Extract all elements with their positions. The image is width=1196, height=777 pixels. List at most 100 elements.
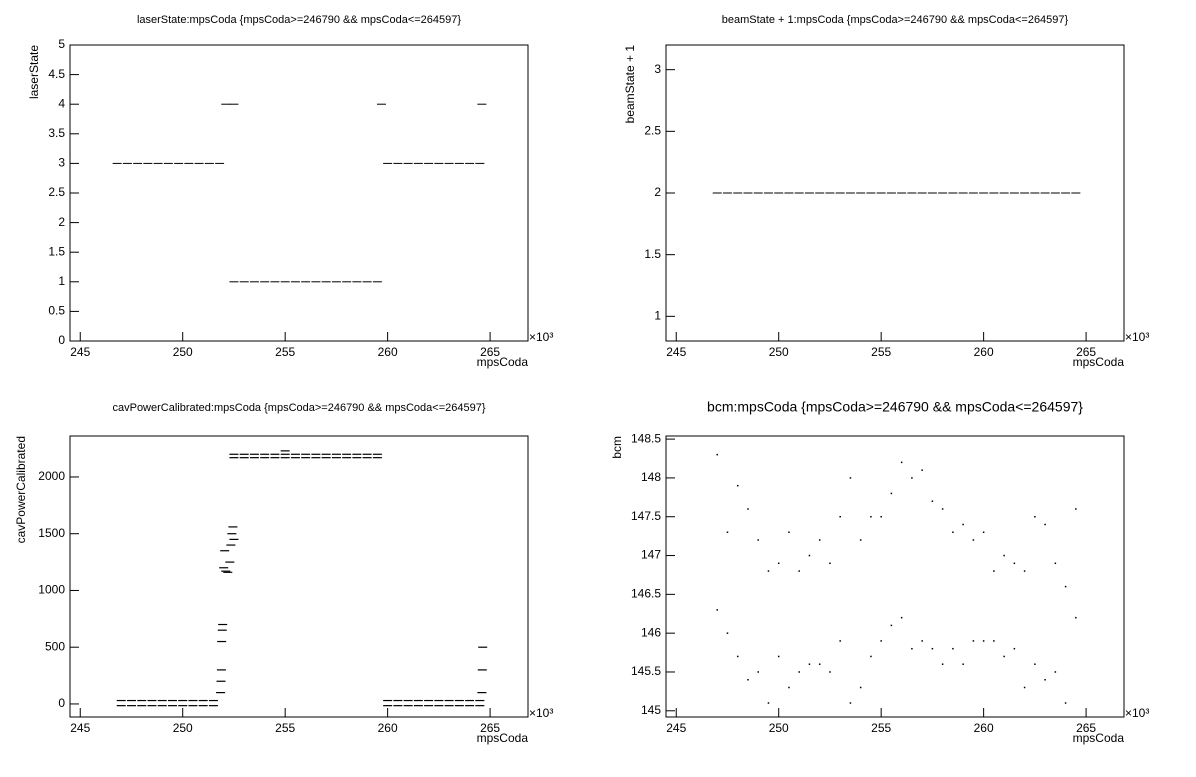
point — [726, 531, 729, 534]
point — [260, 457, 270, 459]
point — [362, 453, 372, 455]
point — [1030, 192, 1040, 194]
point — [454, 699, 464, 702]
y-tick-label: 1 — [58, 274, 65, 288]
point — [900, 616, 903, 619]
point — [112, 162, 122, 164]
point — [962, 663, 964, 665]
point — [829, 671, 831, 673]
point — [215, 162, 225, 164]
point — [311, 457, 321, 459]
point — [726, 632, 729, 634]
point — [194, 162, 204, 164]
point — [229, 103, 239, 105]
point — [413, 162, 423, 164]
point — [767, 570, 770, 572]
point — [948, 192, 958, 194]
point — [239, 453, 249, 455]
point — [290, 457, 300, 459]
point — [270, 281, 280, 283]
point — [733, 192, 743, 194]
point — [342, 453, 352, 455]
point — [362, 281, 372, 283]
point — [163, 162, 173, 164]
point — [188, 705, 198, 707]
x-tick-label: 265 — [480, 721, 500, 735]
y-tick-label: 3 — [58, 156, 65, 170]
point — [911, 477, 913, 479]
x-scale-label: ×10³ — [529, 706, 553, 720]
point — [993, 570, 995, 572]
point — [757, 539, 759, 541]
point — [921, 469, 923, 471]
point — [198, 699, 208, 702]
y-tick-label: 0 — [58, 696, 65, 710]
point — [900, 461, 903, 464]
point — [239, 457, 249, 459]
point — [1023, 686, 1026, 689]
point — [216, 691, 226, 694]
point — [270, 453, 280, 455]
point — [722, 192, 732, 194]
point — [788, 531, 790, 534]
point — [157, 705, 167, 707]
point — [849, 702, 852, 704]
point — [116, 699, 126, 702]
x-tick-label: 250 — [173, 345, 193, 359]
point — [743, 192, 753, 194]
point — [280, 281, 290, 283]
point — [122, 162, 132, 164]
point — [897, 192, 907, 194]
point — [968, 192, 978, 194]
point — [403, 162, 413, 164]
point — [217, 629, 227, 631]
point — [880, 515, 882, 518]
y-tick-label: 1500 — [38, 526, 65, 540]
x-tick-label: 255 — [275, 345, 295, 359]
point — [178, 699, 188, 702]
point — [229, 538, 239, 540]
point — [174, 162, 184, 164]
point — [229, 281, 239, 283]
point — [227, 533, 237, 535]
point — [876, 192, 886, 194]
point — [1003, 655, 1005, 658]
point — [477, 691, 487, 694]
point — [753, 192, 763, 194]
point — [952, 531, 954, 534]
y-tick-label: 2 — [58, 215, 65, 229]
y-tick-label: 0 — [58, 333, 65, 347]
point — [362, 457, 372, 459]
point — [434, 705, 444, 707]
point — [249, 453, 259, 455]
point — [260, 281, 270, 283]
point — [383, 162, 393, 164]
point — [342, 457, 352, 459]
y-tick-label: 147 — [641, 548, 661, 562]
point — [931, 500, 934, 502]
point — [372, 457, 382, 459]
point — [917, 192, 927, 194]
y-tick-label: 146 — [641, 625, 661, 639]
point — [478, 646, 488, 648]
point — [331, 281, 341, 283]
point — [372, 281, 382, 283]
plot-frame — [665, 435, 1125, 718]
x-tick-label: 250 — [173, 721, 193, 735]
point — [393, 705, 403, 707]
point — [849, 477, 852, 479]
y-tick-label: 145 — [641, 703, 661, 717]
point — [157, 699, 167, 702]
point — [825, 192, 835, 194]
point — [870, 655, 872, 658]
x-tick-label: 260 — [974, 345, 994, 359]
point — [989, 192, 999, 194]
x-scale-label: ×10³ — [529, 330, 553, 344]
point — [143, 162, 153, 164]
point — [434, 699, 444, 702]
point — [208, 705, 218, 707]
x-tick-label: 245 — [666, 721, 686, 735]
point — [301, 457, 311, 459]
point — [167, 705, 177, 707]
point — [321, 281, 331, 283]
